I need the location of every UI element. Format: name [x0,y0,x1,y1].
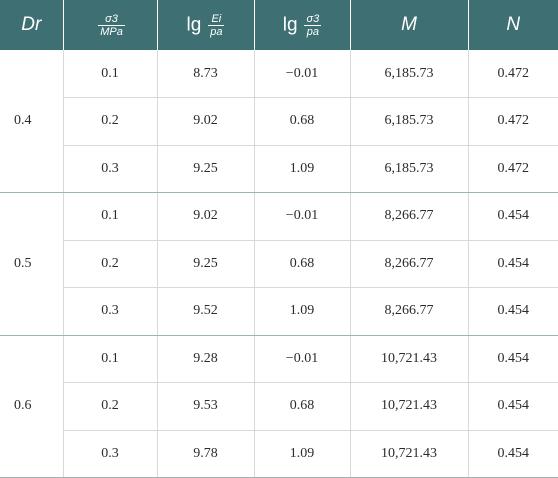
table-row: 0.3 9.25 1.09 6,185.73 0.472 [0,145,558,193]
n-cell: 0.454 [467,335,558,383]
n-cell: 0.454 [467,240,558,288]
fraction-numerator: σ3 [105,12,118,25]
dr-group-cell: 0.5 [0,192,63,336]
lg-sigma-cell: −0.01 [253,335,350,383]
header-m: M [350,0,469,50]
sigma-cell: 0.1 [62,335,157,383]
m-cell: 8,266.77 [349,192,468,241]
n-cell: 0.454 [467,192,558,241]
n-cell: 0.454 [467,382,558,431]
dr-group-cell: 0.6 [0,335,63,478]
m-cell: 6,185.73 [349,97,468,146]
lg-ei-cell: 9.02 [156,192,254,241]
lg-sigma-cell: 1.09 [253,145,350,193]
table-row: 0.5 0.1 9.02 −0.01 8,266.77 0.454 [0,192,558,336]
m-cell: 10,721.43 [349,430,468,478]
n-cell: 0.454 [467,430,558,478]
sigma-cell: 0.3 [62,145,157,193]
lg-ei-cell: 9.53 [156,382,254,431]
lg-sigma-cell: −0.01 [253,192,350,241]
n-cell: 0.472 [467,145,558,193]
lg-sigma-cell: 0.68 [253,97,350,146]
table-row: 0.2 9.02 0.68 6,185.73 0.472 [0,97,558,146]
fraction-numerator: σ3 [306,12,320,25]
m-cell: 8,266.77 [349,287,468,336]
n-cell: 0.472 [467,50,558,98]
table-row: 0.2 9.53 0.68 10,721.43 0.454 [0,382,558,431]
lg-sigma-cell: 0.68 [253,382,350,431]
lg-sigma-cell: 1.09 [253,287,350,336]
ei-pa-fraction: Ei pa [208,12,225,38]
sigma-mpa-fraction: σ3 MPa [98,13,125,38]
fraction-numerator: Ei [211,12,222,25]
n-cell: 0.454 [467,287,558,336]
table-row: 0.3 9.52 1.09 8,266.77 0.454 [0,287,558,336]
sigma-cell: 0.3 [62,430,157,478]
m-cell: 6,185.73 [349,50,468,98]
table-row: 0.6 0.1 9.28 −0.01 10,721.43 0.454 [0,335,558,478]
m-cell: 8,266.77 [349,240,468,288]
header-row: Dr σ3 MPa lg Ei pa lg σ3 pa [0,0,558,50]
dr-group-cell: 0.4 [0,50,63,193]
sigma-cell: 0.3 [62,287,157,336]
header-sigma-mpa: σ3 MPa [63,0,158,50]
lg-ei-cell: 8.73 [156,50,254,98]
fraction-denominator: pa [208,24,225,38]
lg-sigma-cell: 1.09 [253,430,350,478]
m-cell: 6,185.73 [349,145,468,193]
sigma-cell: 0.1 [62,50,157,98]
lg-ei-cell: 9.02 [156,97,254,146]
header-lg-ei-pa: lg Ei pa [157,0,255,50]
fraction-denominator: MPa [98,24,125,38]
lg-ei-cell: 9.78 [156,430,254,478]
header-n: N [506,14,521,35]
lg-label: lg [186,14,202,35]
sigma-cell: 0.2 [62,382,157,431]
m-cell: 10,721.43 [349,382,468,431]
m-cell: 10,721.43 [349,335,468,383]
table-body: 0.4 0.1 8.73 −0.01 6,185.73 0.472 0.2 9.… [0,50,558,478]
lg-ei-cell: 9.25 [156,145,254,193]
table-row: 0.3 9.78 1.09 10,721.43 0.454 [0,430,558,478]
table-header: Dr σ3 MPa lg Ei pa lg σ3 pa [0,0,558,50]
sigma-pa-fraction: σ3 pa [304,12,322,38]
sigma-cell: 0.2 [62,240,157,288]
n-cell: 0.472 [467,97,558,146]
header-lg-sigma-pa: lg σ3 pa [254,0,351,50]
lg-sigma-cell: 0.68 [253,240,350,288]
lg-ei-cell: 9.28 [156,335,254,383]
table-row: 0.4 0.1 8.73 −0.01 6,185.73 0.472 [0,50,558,193]
sigma-cell: 0.1 [62,192,157,241]
sigma-cell: 0.2 [62,97,157,146]
fraction-denominator: pa [304,24,322,38]
lg-ei-cell: 9.25 [156,240,254,288]
lg-ei-cell: 9.52 [156,287,254,336]
lg-sigma-cell: −0.01 [253,50,350,98]
lg-label: lg [282,14,298,35]
table-row: 0.2 9.25 0.68 8,266.77 0.454 [0,240,558,288]
header-dr: Dr [0,0,64,50]
